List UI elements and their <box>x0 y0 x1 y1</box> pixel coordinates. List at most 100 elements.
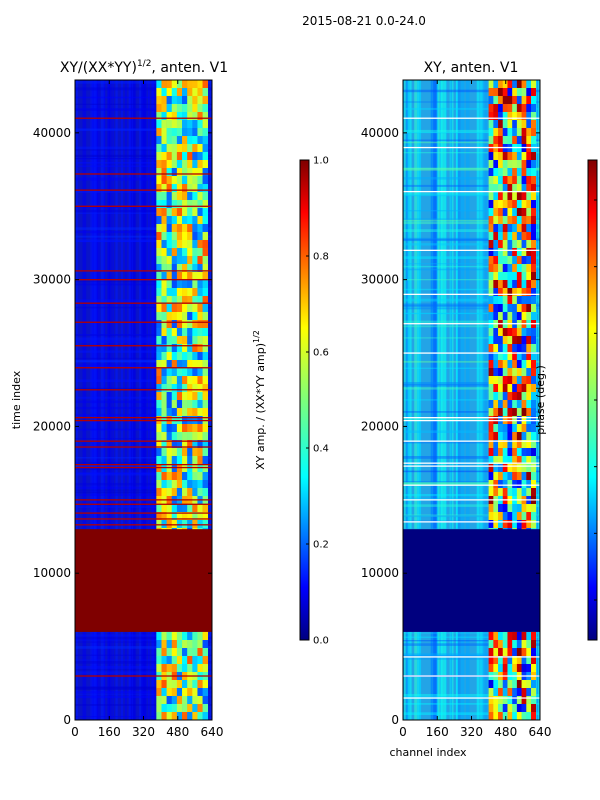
active-cell <box>512 344 518 353</box>
active-cell <box>187 344 193 353</box>
texture-row <box>403 367 540 369</box>
x-tick-label: 320 <box>132 725 155 739</box>
active-cell <box>521 400 527 409</box>
active-cell <box>498 384 504 393</box>
active-cell <box>502 136 508 145</box>
active-cell <box>166 144 173 153</box>
active-cell <box>502 368 508 377</box>
texture-row <box>75 363 212 367</box>
active-cell <box>182 88 188 97</box>
active-cell <box>197 176 203 185</box>
active-cell <box>521 488 527 497</box>
active-cell <box>182 208 188 217</box>
active-cell <box>171 384 178 393</box>
active-cell <box>156 472 162 481</box>
active-cell <box>493 80 499 89</box>
active-cell <box>498 304 504 313</box>
active-cell <box>166 368 173 377</box>
active-cell <box>166 376 173 385</box>
active-cell <box>182 296 188 305</box>
active-cell <box>171 88 178 97</box>
texture-row <box>75 428 212 431</box>
active-cell <box>493 432 499 441</box>
active-cell <box>156 664 162 673</box>
active-cell <box>161 360 167 369</box>
active-cell <box>507 480 513 489</box>
active-cell <box>197 224 203 233</box>
active-cell <box>156 248 162 257</box>
active-cell <box>531 344 537 353</box>
active-cell <box>187 160 193 169</box>
active-cell <box>192 344 198 353</box>
active-cell <box>202 160 209 169</box>
active-cell <box>202 376 209 385</box>
active-cell <box>156 152 162 161</box>
active-cell <box>498 176 504 185</box>
active-cell <box>531 368 537 377</box>
active-cell <box>182 424 188 433</box>
active-cell <box>197 384 203 393</box>
active-cell <box>526 520 532 529</box>
active-cell <box>531 224 537 233</box>
active-cell <box>156 408 162 417</box>
texture-row <box>75 489 212 491</box>
active-cell <box>156 696 162 705</box>
active-cell <box>166 280 173 289</box>
texture-row <box>75 695 212 699</box>
active-cell <box>512 520 518 529</box>
active-cell <box>502 656 508 665</box>
active-cell <box>512 704 518 713</box>
flag-row <box>75 117 212 119</box>
active-cell <box>171 200 178 209</box>
active-cell <box>488 304 494 313</box>
active-cell <box>488 224 494 233</box>
active-cell <box>187 696 193 705</box>
active-cell <box>516 360 522 369</box>
active-cell <box>512 360 518 369</box>
active-cell <box>531 456 537 465</box>
active-cell <box>502 632 508 641</box>
texture-row <box>75 96 212 99</box>
texture-column <box>430 80 435 720</box>
active-cell <box>526 272 532 281</box>
texture-row <box>75 306 212 309</box>
active-cell <box>182 192 188 201</box>
active-cell <box>171 232 178 241</box>
active-cell <box>516 648 522 657</box>
active-cell <box>493 360 499 369</box>
active-cell <box>531 192 537 201</box>
active-cell <box>531 256 537 265</box>
active-cell <box>156 432 162 441</box>
active-cell <box>507 88 513 97</box>
active-cell <box>526 360 532 369</box>
active-cell <box>502 216 508 225</box>
active-cell <box>192 384 198 393</box>
active-cell <box>182 344 188 353</box>
active-cell <box>171 248 178 257</box>
active-cell <box>161 128 167 137</box>
texture-row <box>75 457 212 459</box>
active-cell <box>197 80 203 89</box>
active-cell <box>521 200 527 209</box>
active-cell <box>176 296 183 305</box>
active-cell <box>166 256 173 265</box>
active-cell <box>187 632 193 641</box>
active-cell <box>526 448 532 457</box>
texture-row <box>75 165 212 167</box>
active-cell <box>176 312 183 321</box>
active-cell <box>512 664 518 673</box>
active-cell <box>166 360 173 369</box>
active-cell <box>187 104 193 113</box>
active-cell <box>526 384 532 393</box>
active-cell <box>182 248 188 257</box>
active-cell <box>507 664 513 673</box>
active-cell <box>176 472 183 481</box>
active-cell <box>526 400 532 409</box>
active-cell <box>192 408 198 417</box>
active-cell <box>498 664 504 673</box>
active-cell <box>156 112 162 121</box>
active-cell <box>202 128 209 137</box>
active-cell <box>526 376 532 385</box>
active-cell <box>166 264 173 273</box>
